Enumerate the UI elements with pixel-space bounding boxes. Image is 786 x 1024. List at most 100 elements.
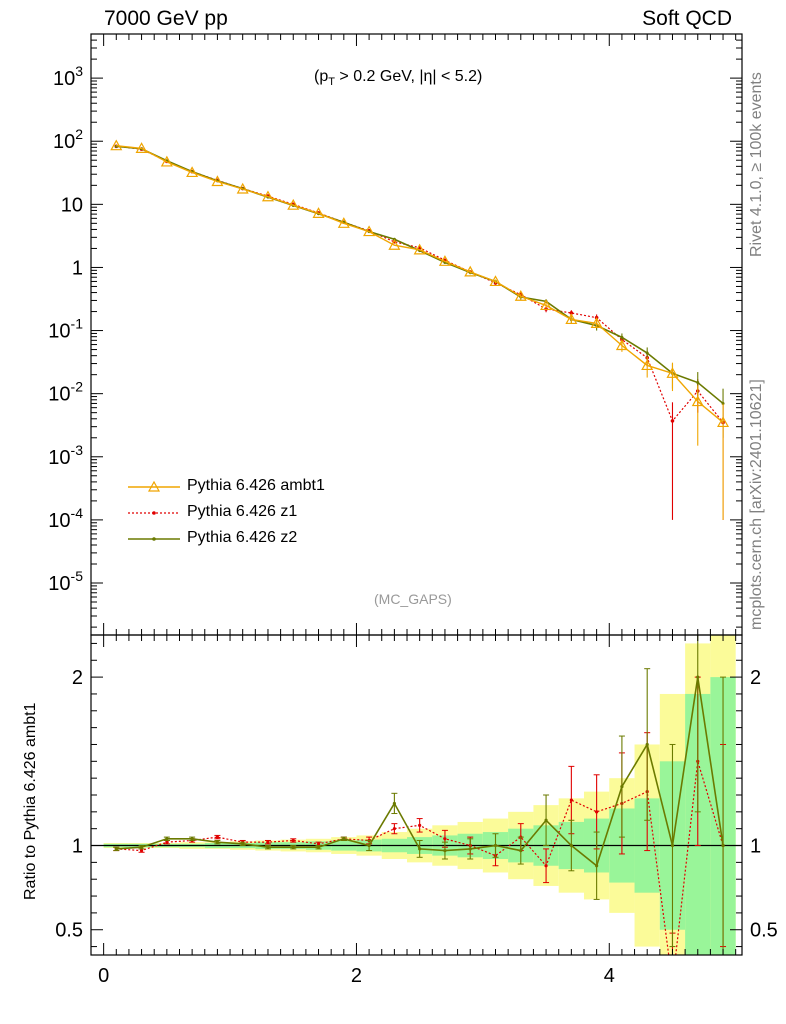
ratio-data-point: [671, 982, 674, 985]
ratio-y-tick-label: 1: [72, 836, 83, 858]
data-point: [337, 217, 350, 228]
y-tick-label: 10-2: [48, 379, 83, 406]
data-point: [721, 401, 725, 405]
legend: [128, 480, 180, 541]
ratio-data-point: [569, 798, 573, 802]
ratio-data-point: [569, 843, 573, 848]
ratio-data-point: [266, 845, 270, 849]
ratio-data-point: [696, 675, 700, 679]
ratio-data-point: [367, 843, 371, 848]
data-point: [666, 367, 679, 378]
x-tick-label: 0: [98, 965, 109, 987]
ratio-data-point: [645, 742, 649, 747]
cut-subscript: T: [328, 76, 335, 89]
data-point: [590, 317, 603, 328]
ratio-data-point: [139, 848, 144, 853]
ratio-data-point: [418, 823, 422, 827]
header-right-label: Soft QCD: [642, 7, 732, 30]
ratio-data-point: [595, 810, 599, 814]
ratio-data-point: [620, 784, 624, 789]
data-point: [615, 339, 628, 351]
ratio-data-point: [443, 837, 447, 841]
ratio-data-point: [544, 864, 548, 868]
data-point: [670, 419, 675, 423]
y-tick-label: 102: [53, 126, 83, 153]
data-point: [110, 139, 123, 151]
legend-marker: [147, 480, 161, 492]
y-tick-label: 10-1: [48, 316, 83, 343]
data-point: [236, 182, 249, 194]
legend-label-z1: Pythia 6.426 z1: [187, 503, 298, 520]
mcplots-source-label: mcplots.cern.ch [arXiv:2401.10621]: [748, 379, 765, 630]
ratio-data-point: [241, 842, 245, 846]
header-left-label: 7000 GeV pp: [104, 7, 228, 30]
data-point: [186, 166, 199, 178]
ratio-data-point: [595, 864, 599, 868]
ratio-series-group: [91, 635, 742, 985]
ratio-data-point: [342, 837, 346, 841]
y-tick-label: 10-3: [48, 442, 83, 469]
data-point: [363, 225, 376, 237]
data-point: [645, 351, 649, 355]
data-point: [261, 190, 274, 202]
y-tick-label: 1: [72, 257, 83, 279]
y-tick-label: 10: [61, 194, 83, 216]
ratio-y-tick-label-right: 0.5: [750, 920, 778, 942]
ratio-data-point: [165, 837, 169, 841]
ratio-data-point: [215, 840, 220, 844]
y-tick-label: 103: [53, 63, 83, 90]
ratio-data-point: [316, 842, 321, 846]
legend-label-ambt1: Pythia 6.426 ambt1: [187, 477, 325, 494]
ratio-data-point: [316, 845, 321, 849]
ratio-data-point: [721, 843, 725, 848]
ratio-data-point: [392, 801, 396, 806]
cut-annotation: (pT > 0.2 GeV, |η| < 5.2): [314, 68, 482, 88]
cut-prefix: (p: [314, 68, 329, 85]
data-point: [620, 335, 624, 339]
data-point: [717, 416, 730, 428]
cut-suffix: > 0.2 GeV, |η| < 5.2): [334, 68, 483, 85]
ratio-data-point: [190, 837, 194, 841]
ratio-data-point: [139, 845, 144, 849]
data-point: [641, 359, 654, 371]
data-point: [696, 381, 700, 385]
data-point: [569, 311, 574, 315]
data-point: [312, 207, 325, 218]
ratio-data-point: [544, 818, 548, 822]
ratio-y-tick-label-right: 1: [750, 836, 761, 858]
legend-label-z2: Pythia 6.426 z2: [187, 529, 298, 546]
ratio-data-point: [114, 847, 118, 851]
main-series-group: [110, 139, 730, 520]
ratio-y-tick-label-right: 2: [750, 667, 761, 689]
rivet-version-label: Rivet 4.1.0, ≥ 100k events: [748, 72, 765, 257]
data-point: [413, 243, 426, 255]
ratio-data-point: [468, 847, 472, 851]
ratio-data-point: [266, 840, 270, 844]
analysis-tag: (MC_GAPS): [374, 591, 452, 607]
y-tick-label: 10-4: [48, 505, 83, 532]
legend-marker: [152, 537, 156, 541]
ratio-data-point: [291, 845, 295, 849]
data-point: [287, 198, 300, 210]
ratio-data-point: [670, 843, 675, 848]
ratio-data-point: [418, 847, 422, 851]
data-point: [514, 289, 527, 301]
data-point: [160, 155, 173, 167]
data-point: [211, 175, 224, 187]
ratio-data-point: [215, 835, 220, 839]
ratio-data-point: [392, 827, 396, 831]
series-line: [116, 145, 724, 405]
y-tick-label: 10-5: [48, 568, 83, 595]
ratio-axis-label: Ratio to Pythia 6.426 ambt1: [22, 702, 39, 900]
series-line: [116, 144, 724, 423]
data-point: [489, 275, 502, 287]
ratio-data-point: [519, 848, 523, 853]
data-point: [135, 142, 148, 153]
ratio-y-tick-label: 2: [72, 667, 83, 689]
ratio-y-tick-label: 0.5: [55, 920, 83, 942]
series-line: [116, 145, 724, 423]
data-point: [540, 299, 553, 311]
ratio-data-point: [443, 848, 447, 853]
data-point: [438, 255, 451, 266]
